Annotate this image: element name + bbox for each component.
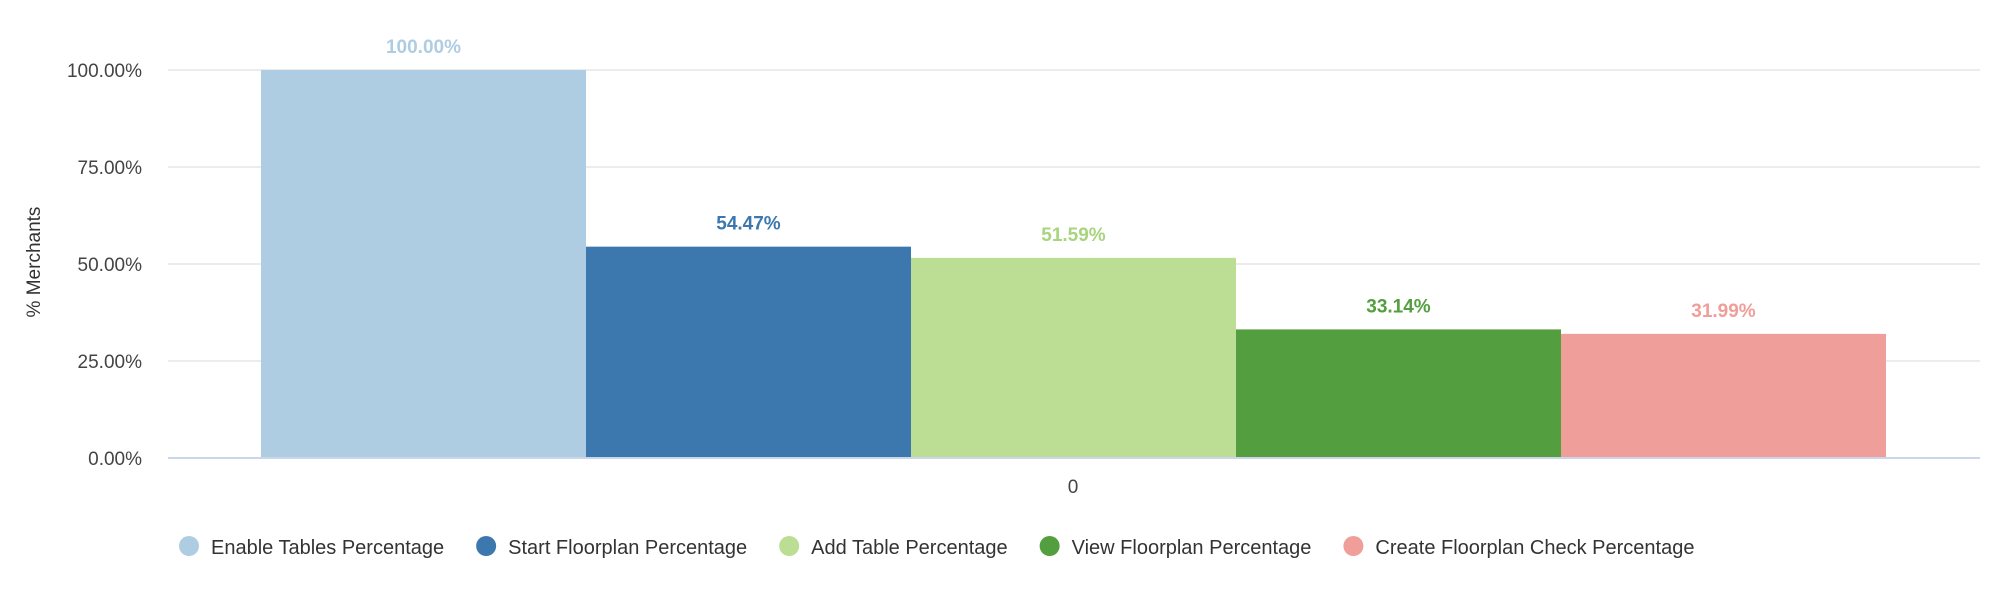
legend-item[interactable]: Add Table Percentage [779,536,1008,559]
legend-label: Create Floorplan Check Percentage [1375,537,1694,559]
bar[interactable] [911,257,1236,458]
bar[interactable] [586,246,911,458]
legend-marker [1039,536,1060,556]
data-label: 54.47% [716,214,781,235]
legend-item[interactable]: Create Floorplan Check Percentage [1343,536,1694,559]
legend: Enable Tables Percentage Start Floorplan … [179,536,1694,559]
legend-marker [476,536,497,556]
legend-label: Enable Tables Percentage [211,537,444,559]
y-tick-label: 75.00% [78,158,143,179]
legend-label: View Floorplan Percentage [1072,537,1312,559]
legend-label: Add Table Percentage [811,537,1007,559]
data-label: 100.00% [386,37,461,58]
bar[interactable] [1561,333,1886,458]
legend-label: Start Floorplan Percentage [508,537,747,559]
bar[interactable] [1236,329,1561,458]
y-tick-label: 25.00% [78,352,143,373]
data-label: 51.59% [1041,225,1106,246]
x-tick-label: 0 [1068,477,1079,498]
legend-item[interactable]: View Floorplan Percentage [1039,536,1312,559]
legend-marker [179,536,199,556]
bar[interactable] [261,70,586,458]
y-axis-ticks: 0.00% 25.00% 50.00% 75.00% 100.00% [67,61,142,470]
y-axis-title: % Merchants [24,207,45,318]
y-tick-label: 50.00% [78,255,143,276]
legend-marker [1343,536,1364,556]
data-label: 31.99% [1691,301,1756,322]
data-label: 33.14% [1366,296,1431,317]
bars [261,70,1886,458]
data-labels: 100.00% 54.47% 51.59% 33.14% 31.99% [386,37,1756,322]
legend-marker [779,536,800,556]
y-tick-label: 0.00% [88,449,142,470]
legend-item[interactable]: Enable Tables Percentage [179,536,444,559]
y-tick-label: 100.00% [67,61,142,82]
legend-item[interactable]: Start Floorplan Percentage [476,536,747,559]
